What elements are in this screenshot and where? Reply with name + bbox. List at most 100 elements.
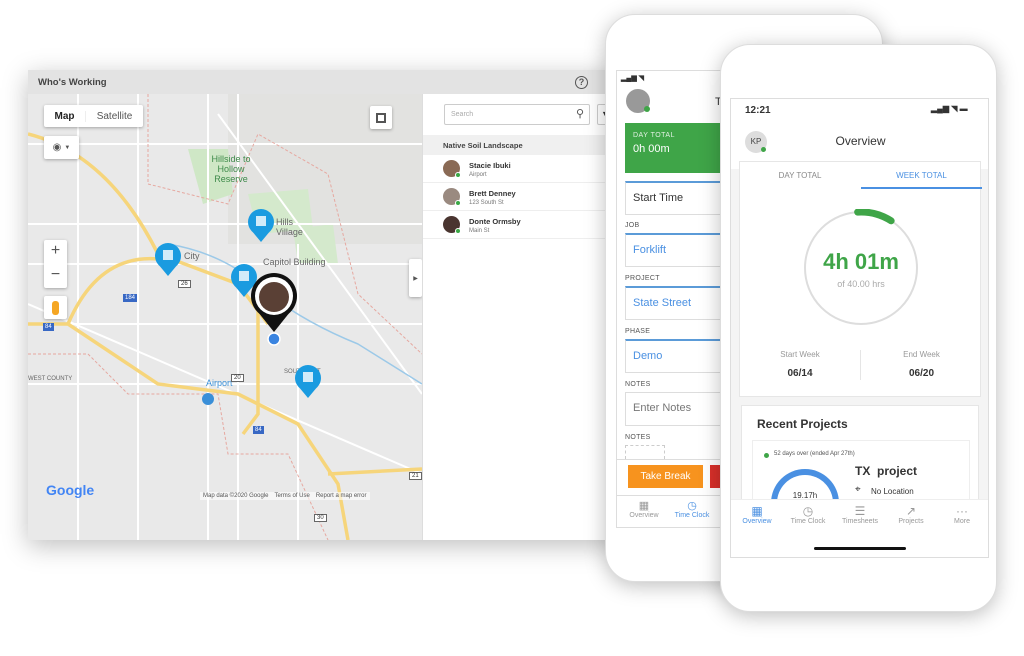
online-status-icon xyxy=(455,228,461,234)
nav-projects[interactable]: ↗ Projects xyxy=(886,504,936,525)
nav-time-clock[interactable]: ◷ Time Clock xyxy=(783,504,833,525)
grid-icon: ▦ xyxy=(751,504,763,518)
map-type-toggle: Map Satellite xyxy=(44,105,143,127)
project-status: 52 days over (ended Apr 27th) xyxy=(774,451,855,457)
trend-icon: ↗ xyxy=(905,504,917,518)
notes2-label: NOTES xyxy=(625,434,651,441)
online-status-icon xyxy=(455,200,461,206)
fullscreen-button[interactable] xyxy=(370,106,392,129)
fullscreen-icon xyxy=(376,112,386,123)
employee-location: Main St xyxy=(469,228,490,234)
totals-card: DAY TOTAL WEEK TOTAL 4h 01m of 40.00 hrs… xyxy=(739,161,982,397)
phase-label: PHASE xyxy=(625,328,651,335)
map-data-attribution: Map data ©2020 Google xyxy=(203,493,269,499)
project-hours: 19.17h xyxy=(792,491,818,500)
report-error-link[interactable]: Report a map error xyxy=(315,493,367,499)
caret-down-icon: ▼ xyxy=(64,144,71,151)
signal-icon: ▂▄▆ ◥ xyxy=(621,75,645,82)
search-input[interactable]: Search ⚲ xyxy=(444,104,590,125)
take-break-button[interactable]: Take Break xyxy=(628,465,703,488)
route-shield: 84 xyxy=(43,323,54,331)
map-label-west: WEST COUNTY xyxy=(28,376,73,382)
clock-icon: ◷ xyxy=(802,504,814,518)
nav-label: Timesheets xyxy=(842,518,878,525)
home-indicator xyxy=(814,547,906,550)
clock-icon: ◷ xyxy=(687,500,697,512)
status-dot-icon xyxy=(764,453,769,458)
nav-label: Overview xyxy=(629,512,659,519)
employee-location: 123 South St xyxy=(469,200,504,206)
search-placeholder: Search xyxy=(451,111,474,118)
zoom-out-button[interactable]: − xyxy=(50,266,61,283)
project-location: No Location xyxy=(871,487,914,496)
start-week-label: Start Week xyxy=(780,350,820,359)
nav-overview[interactable]: ▦ Overview xyxy=(732,504,782,525)
google-logo: Google xyxy=(46,482,95,498)
week-progress-arc xyxy=(854,209,895,225)
week-progress-ring xyxy=(804,209,918,325)
end-week-value: 06/20 xyxy=(908,368,935,379)
nav-more[interactable]: ··· More xyxy=(937,504,987,525)
tab-day-total[interactable]: DAY TOTAL xyxy=(778,171,822,180)
terms-link[interactable]: Terms of Use xyxy=(274,493,310,499)
week-hours: 4h 01m xyxy=(823,249,899,274)
map-label-reserve: Hillside to Hollow Reserve xyxy=(211,154,251,184)
zoom-in-button[interactable]: + xyxy=(50,242,61,259)
street-view-pegman[interactable] xyxy=(44,296,67,319)
employee-panel: Search ⚲ ▼ Native Soil Landscape Stacie … xyxy=(422,94,620,540)
nav-label: Time Clock xyxy=(790,518,826,525)
day-total-value: 0h 00m xyxy=(633,143,670,155)
nav-label: Overview xyxy=(742,518,772,525)
notes-label: NOTES xyxy=(625,381,651,388)
route-shield: 84 xyxy=(253,426,264,434)
recent-projects-title: Recent Projects xyxy=(757,417,848,431)
employee-location: Airport xyxy=(469,172,487,178)
screen-title: T xyxy=(715,96,722,108)
project-name: TX project xyxy=(855,464,918,478)
online-status-icon xyxy=(644,106,650,112)
phone-overview: 12:21 ▂▄▆ ◥ ▬ KP Overview DAY TOTAL WEEK… xyxy=(720,44,997,612)
end-week-label: End Week xyxy=(903,350,940,359)
employee-row[interactable]: Donte Ormsby Main St xyxy=(423,211,620,239)
job-label: JOB xyxy=(625,222,640,229)
map-button[interactable]: Map xyxy=(54,110,75,122)
collapse-panel-handle[interactable]: ▶ xyxy=(409,259,422,297)
nav-time-clock[interactable]: ◷ Time Clock xyxy=(667,499,717,519)
eye-icon: ◉ xyxy=(52,142,62,153)
day-total-label: DAY TOTAL xyxy=(633,132,675,139)
map[interactable]: Hillside to Hollow Reserve Hills Village… xyxy=(28,94,422,540)
nav-label: More xyxy=(954,518,970,525)
tab-week-total[interactable]: WEEK TOTAL xyxy=(861,171,982,189)
project-label: PROJECT xyxy=(625,275,660,282)
employee-name: Stacie Ibuki xyxy=(469,161,511,170)
map-label-airport: Airport xyxy=(206,378,233,388)
nav-label: Time Clock xyxy=(674,512,710,519)
screen-title: Overview xyxy=(835,134,886,148)
route-shield: 26 xyxy=(178,280,191,288)
nav-timesheets[interactable]: ☰ Timesheets xyxy=(835,504,885,525)
map-footer: Map data ©2020 Google Terms of Use Repor… xyxy=(200,492,370,500)
employee-row[interactable]: Brett Denney 123 South St xyxy=(423,183,620,211)
route-shield: 21 xyxy=(409,472,422,480)
employee-row[interactable]: Stacie Ibuki Airport xyxy=(423,155,620,183)
week-divider xyxy=(860,350,861,380)
employee-name: Donte Ormsby xyxy=(469,217,521,226)
more-icon: ··· xyxy=(956,504,968,518)
pegman-icon xyxy=(52,300,59,315)
window-title: Who's Working xyxy=(28,70,620,94)
group-header: Native Soil Landscape xyxy=(423,135,620,155)
zoom-controls: + − xyxy=(44,240,67,288)
employee-name: Brett Denney xyxy=(469,189,516,198)
help-icon[interactable]: ? xyxy=(575,76,588,89)
timesheets-icon: ☰ xyxy=(854,504,866,518)
nav-label: Projects xyxy=(898,518,924,525)
status-time: 12:21 xyxy=(745,105,771,116)
grid-icon: ▦ xyxy=(638,500,650,512)
route-shield: 184 xyxy=(123,294,138,302)
nav-overview[interactable]: ▦ Overview xyxy=(619,499,669,519)
photo-placeholder[interactable] xyxy=(625,445,665,459)
visibility-dropdown[interactable]: ◉ ▼ xyxy=(44,136,79,159)
week-target: of 40.00 hrs xyxy=(837,279,885,289)
overview-screen: 12:21 ▂▄▆ ◥ ▬ KP Overview DAY TOTAL WEEK… xyxy=(730,98,989,558)
satellite-button[interactable]: Satellite xyxy=(85,110,143,122)
